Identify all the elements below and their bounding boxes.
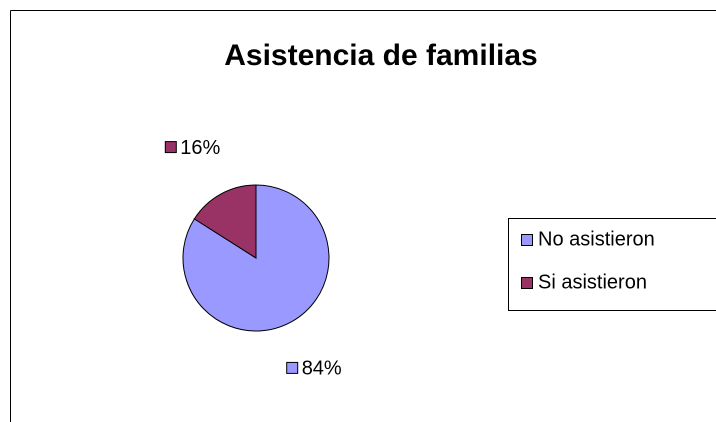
legend-key (521, 277, 533, 289)
legend-key (521, 234, 533, 246)
legend-label: No asistieron (538, 228, 655, 250)
legend-label: Si asistieron (538, 271, 647, 293)
legend-box (508, 218, 716, 311)
data-label: 16% (180, 137, 220, 159)
data-label: 84% (302, 358, 342, 380)
data-label-key (286, 361, 299, 374)
pie-slice (193, 184, 257, 259)
data-label-key (164, 141, 177, 154)
chart-title: Asistencia de familias (224, 39, 537, 72)
